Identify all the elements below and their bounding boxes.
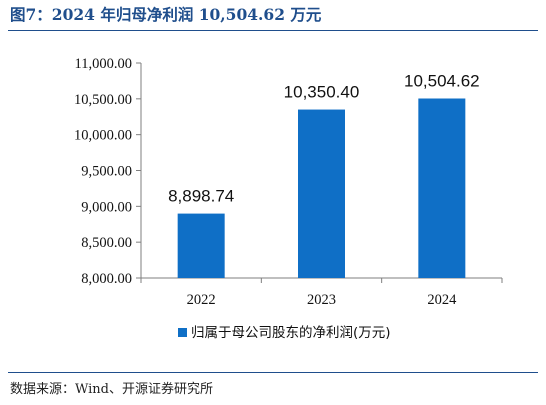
title-divider	[8, 30, 538, 31]
x-axis: 2022 2023 2024	[140, 277, 503, 308]
figure-title: 图7：2024 年归母净利润 10,504.62 万元	[10, 5, 322, 24]
y-tick-label: 10,000.00	[74, 128, 132, 144]
legend-swatch	[178, 328, 187, 337]
bar-2022	[177, 213, 225, 278]
data-labels: 8,898.74 10,350.40 10,504.62	[168, 72, 480, 206]
legend-label: 归属于母公司股东的净利润(万元)	[191, 324, 391, 341]
source-divider	[8, 372, 538, 373]
y-tick-label: 9,000.00	[81, 199, 132, 215]
source-note: 数据来源：Wind、开源证券研究所	[10, 382, 213, 397]
legend: 归属于母公司股东的净利润(万元)	[178, 324, 391, 341]
x-tick-label: 2023	[307, 292, 336, 308]
y-axis: 8,000.00 8,500.00 9,000.00 9,500.00 10,000.0…	[74, 56, 142, 287]
bar-chart: 8,000.00 8,500.00 9,000.00 9,500.00 10,000.0…	[74, 56, 503, 341]
bar-2023	[298, 109, 345, 279]
x-tick-label: 2024	[427, 292, 457, 308]
y-tick-label: 8,500.00	[81, 235, 132, 251]
bar-2024	[418, 98, 466, 279]
y-tick-label: 9,500.00	[81, 164, 132, 180]
y-tick-label: 10,500.00	[74, 92, 132, 108]
y-tick-label: 8,000.00	[81, 271, 132, 287]
data-label-2023: 10,350.40	[284, 83, 360, 102]
x-tick-label: 2022	[187, 292, 216, 308]
bar-series	[177, 98, 466, 279]
y-tick-label: 11,000.00	[75, 56, 132, 72]
data-label-2022: 8,898.74	[168, 187, 234, 206]
data-label-2024: 10,504.62	[404, 72, 480, 91]
